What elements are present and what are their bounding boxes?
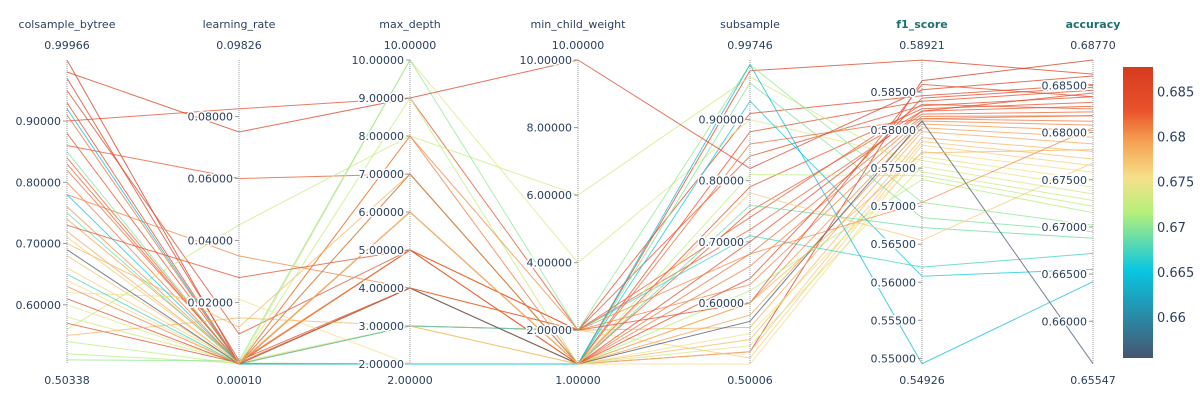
tick-label: 0.80000 — [699, 175, 745, 188]
tick-label: 2.00000 — [527, 324, 573, 337]
colorbar-tick-label: 0.665 — [1157, 266, 1194, 281]
tick-label: 0.70000 — [699, 236, 745, 249]
tick-label: 3.00000 — [359, 320, 405, 333]
tick-label: 4.00000 — [527, 257, 573, 270]
axis-max-label: 0.99746 — [727, 39, 773, 52]
axis-title: colsample_bytree — [19, 18, 116, 31]
axis-title: min_child_weight — [531, 18, 627, 31]
axis-min-label: 0.50006 — [727, 374, 773, 387]
axis-max-label: 0.99966 — [44, 39, 90, 52]
data-line-4 — [66, 96, 1094, 331]
axis-title: subsample — [720, 18, 780, 31]
tick-label: 8.00000 — [359, 130, 405, 143]
axis-min-label: 0.00010 — [216, 374, 262, 387]
tick-label: 0.57000 — [871, 200, 917, 213]
tick-label: 4.00000 — [359, 282, 405, 295]
tick-label: 0.67000 — [1042, 221, 1088, 234]
tick-label: 0.57500 — [871, 162, 917, 175]
axis-title: accuracy — [1066, 18, 1121, 31]
colorbar-tick-label: 0.68 — [1157, 131, 1186, 146]
tick-label: 10.00000 — [520, 54, 573, 67]
tick-label: 0.56500 — [871, 238, 917, 251]
tick-label: 0.66500 — [1042, 268, 1088, 281]
colorbar: 0.66 0.665 0.67 0.675 0.68 0.685 — [1123, 67, 1194, 358]
tick-label: 0.02000 — [188, 296, 234, 309]
tick-label: 9.00000 — [359, 92, 405, 105]
axis-max-label: 10.00000 — [552, 39, 605, 52]
tick-label: 0.80000 — [16, 176, 62, 189]
tick-label: 0.90000 — [16, 115, 62, 128]
tick-label: 0.60000 — [16, 299, 62, 312]
colorbar-tick-label: 0.685 — [1157, 85, 1194, 100]
tick-label: 6.00000 — [359, 206, 405, 219]
axis-min-label: 0.54926 — [899, 374, 945, 387]
data-line-3 — [66, 89, 1094, 365]
tick-label: 5.00000 — [359, 244, 405, 257]
tick-label: 6.00000 — [527, 189, 573, 202]
tick-label: 0.70000 — [16, 238, 62, 251]
colorbar-gradient — [1123, 67, 1153, 358]
data-line-22 — [66, 97, 1094, 365]
tick-label: 0.55000 — [871, 352, 917, 365]
tick-label: 0.66000 — [1042, 315, 1088, 328]
colorbar-tick-label: 0.67 — [1157, 221, 1186, 236]
colorbar-tick-label: 0.66 — [1157, 311, 1186, 326]
tick-label: 0.06000 — [188, 172, 234, 185]
tick-label: 0.67500 — [1042, 174, 1088, 187]
axes: colsample_bytree 0.99966 0.50338 0.60000 0.7… — [14, 18, 1121, 387]
data-line-26 — [66, 204, 1094, 365]
axis-title: f1_score — [896, 18, 947, 31]
tick-label: 2.00000 — [359, 358, 405, 371]
axis-min-label: 0.65547 — [1070, 374, 1116, 387]
tick-label: 10.00000 — [352, 54, 405, 67]
axis-max-label: 10.00000 — [384, 39, 437, 52]
data-line-5 — [66, 101, 1094, 365]
tick-label: 0.60000 — [699, 297, 745, 310]
data-lines — [66, 59, 1094, 365]
axis-max-label: 0.58921 — [899, 39, 945, 52]
colorbar-tick-label: 0.675 — [1157, 176, 1194, 191]
axis-max-label: 0.09826 — [216, 39, 262, 52]
data-line-39 — [66, 162, 1094, 365]
tick-label: 0.08000 — [188, 111, 234, 124]
tick-label: 0.68500 — [1042, 79, 1088, 92]
tick-label: 8.00000 — [527, 122, 573, 135]
axis-min-label: 2.00000 — [387, 374, 433, 387]
axis-max-label: 0.68770 — [1070, 39, 1116, 52]
tick-label: 0.56000 — [871, 276, 917, 289]
axis-title: max_depth — [379, 18, 441, 31]
tick-label: 0.58000 — [871, 124, 917, 137]
tick-label: 0.58500 — [871, 86, 917, 99]
tick-label: 0.04000 — [188, 234, 234, 247]
axis-min-label: 1.00000 — [555, 374, 601, 387]
tick-label: 0.55500 — [871, 314, 917, 327]
axis-title: learning_rate — [203, 18, 276, 31]
axis-min-label: 0.50338 — [44, 374, 90, 387]
tick-label: 0.90000 — [699, 114, 745, 127]
tick-label: 7.00000 — [359, 168, 405, 181]
tick-label: 0.68000 — [1042, 127, 1088, 140]
